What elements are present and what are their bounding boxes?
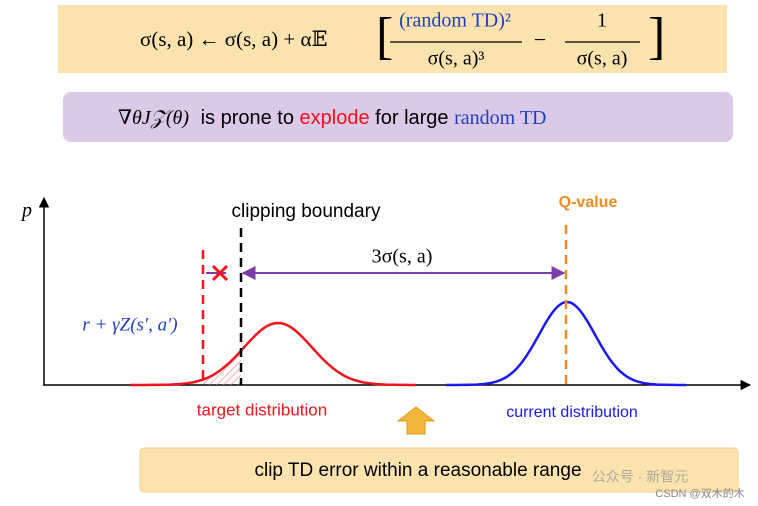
watermark: 公众号 · 新智元 [592,469,688,485]
formula-box [58,5,727,73]
label: clipping boundary [232,201,381,222]
bracket: ] [648,8,665,65]
denominator: σ(s, a)³ [428,48,485,70]
minus: − [534,27,546,52]
numerator: (random TD)² [399,10,511,32]
highlight: random TD [454,107,546,129]
denominator: σ(s, a) [577,48,628,70]
label: r + γZ(s′, a′) [82,314,177,335]
gradient: ∇θJ𝒵(θ) [118,107,189,129]
label: Q-value [559,194,618,211]
footer-box [139,447,739,493]
up-arrow [396,406,436,435]
current-curve [446,300,686,387]
text: for large [375,107,448,129]
label: current distribution [506,404,638,421]
text: is prone to [201,107,294,129]
highlight: explode [300,107,370,129]
banner-box [63,92,733,142]
label: 3σ(s, a) [372,246,433,268]
target-curve [130,321,416,387]
footer-text: clip TD error within a reasonable range [254,460,581,481]
banner-text: ∇θJ𝒵(θ) is prone to explode for large ra… [118,107,547,130]
axis-label: p [20,200,32,222]
numerator: 1 [597,10,607,32]
cross [211,264,229,282]
formula-lhs: σ(s, a) ← σ(s, a) + α𝔼 [140,27,327,51]
bracket: [ [376,8,393,65]
watermark: CSDN @双木的木 [655,486,744,500]
label: target distribution [197,400,327,419]
